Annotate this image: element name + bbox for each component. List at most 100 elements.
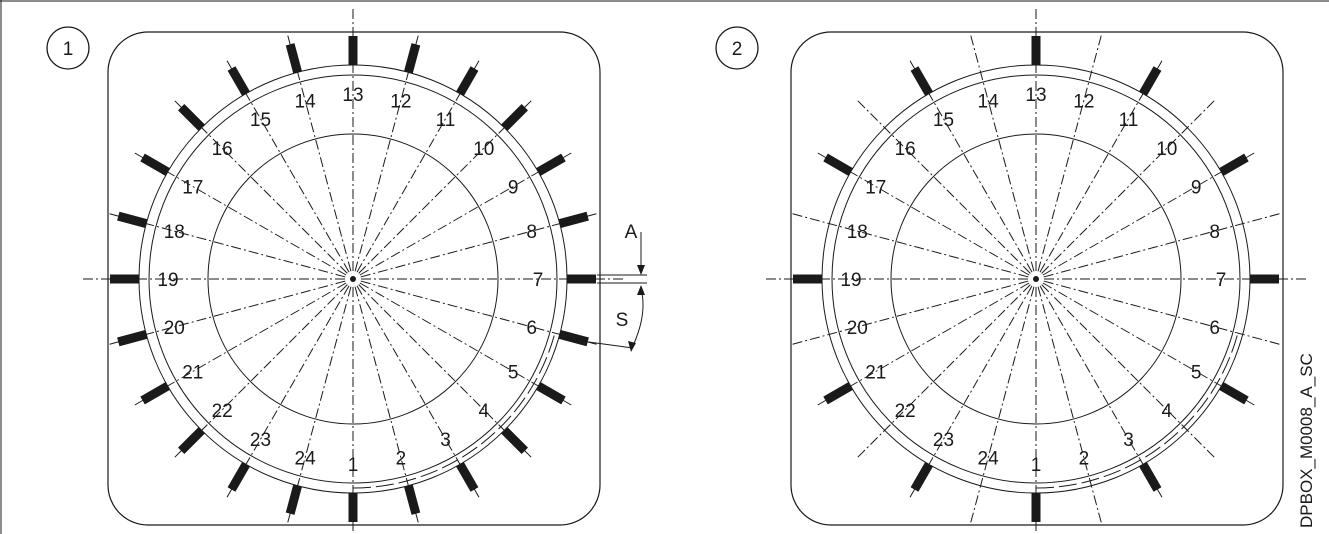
position-number-18: 18 xyxy=(847,222,868,243)
radial-line-18 xyxy=(106,212,346,278)
radial-line-20 xyxy=(106,280,346,346)
badge-label: 2 xyxy=(732,39,743,60)
radial-line-6 xyxy=(360,280,600,346)
radial-line-11 xyxy=(1039,57,1164,273)
position-number-4: 4 xyxy=(479,401,490,422)
radial-line-10 xyxy=(358,98,534,274)
radial-line-9 xyxy=(1042,151,1258,276)
position-number-15: 15 xyxy=(933,110,954,131)
position-number-12: 12 xyxy=(1073,91,1094,112)
position-number-3: 3 xyxy=(1123,430,1134,451)
position-number-10: 10 xyxy=(473,139,494,160)
panel-1-alignment-diagram: 11 23456789101112131415161718192021222324… xyxy=(46,9,647,534)
position-number-5: 5 xyxy=(1191,363,1202,384)
radial-line-10 xyxy=(1041,98,1217,274)
position-number-16: 16 xyxy=(895,139,916,160)
position-number-6: 6 xyxy=(1209,318,1220,339)
sensor-marker-20 xyxy=(117,330,148,347)
position-number-14: 14 xyxy=(295,91,317,112)
position-number-21: 21 xyxy=(182,363,203,384)
middle-circle xyxy=(148,74,558,484)
radial-line-9 xyxy=(359,151,575,276)
position-number-10: 10 xyxy=(1156,139,1177,160)
position-number-17: 17 xyxy=(182,178,203,199)
position-number-12: 12 xyxy=(390,91,411,112)
radial-line-17 xyxy=(131,151,347,276)
dimension-a-arrowhead xyxy=(637,265,645,275)
radial-line-23 xyxy=(908,285,1033,501)
radial-line-5 xyxy=(1042,282,1258,407)
position-number-16: 16 xyxy=(212,139,233,160)
radial-line-2 xyxy=(354,286,420,526)
radial-line-4 xyxy=(358,284,534,460)
dashed-ring-segment xyxy=(352,332,556,489)
sensor-marker-15 xyxy=(910,66,933,96)
sensor-marker-21 xyxy=(140,382,170,405)
position-number-1: 1 xyxy=(348,455,359,476)
position-number-22: 22 xyxy=(212,401,233,422)
position-number-15: 15 xyxy=(250,110,271,131)
radial-line-14 xyxy=(969,32,1035,272)
position-number-19: 19 xyxy=(840,270,861,291)
radial-line-20 xyxy=(789,280,1029,346)
radial-line-11 xyxy=(356,57,481,273)
sensor-marker-10 xyxy=(501,103,529,131)
sensor-marker-8 xyxy=(558,211,589,228)
sensor-marker-6 xyxy=(558,330,589,347)
radial-line-8 xyxy=(360,212,600,278)
position-number-11: 11 xyxy=(436,110,456,131)
radial-line-15 xyxy=(225,57,350,273)
radial-line-6 xyxy=(1043,280,1283,346)
position-number-24: 24 xyxy=(295,449,317,470)
sensor-marker-23 xyxy=(227,462,250,492)
position-number-23: 23 xyxy=(933,430,954,451)
dimension-a-label: A xyxy=(625,222,638,243)
inner-circle xyxy=(890,133,1182,425)
position-number-2: 2 xyxy=(396,449,407,470)
position-number-13: 13 xyxy=(342,85,363,106)
dimension-s-ext xyxy=(587,341,634,349)
position-number-19: 19 xyxy=(157,270,178,291)
position-number-8: 8 xyxy=(526,222,537,243)
dimension-s-arrowhead-top xyxy=(637,285,645,295)
sensor-marker-22 xyxy=(177,427,205,455)
radial-line-14 xyxy=(286,32,352,272)
radial-line-8 xyxy=(1043,212,1283,278)
sensor-marker-9 xyxy=(536,153,566,176)
sensor-marker-11 xyxy=(1139,66,1162,96)
badge-circle xyxy=(715,26,759,70)
inner-circle xyxy=(207,133,499,425)
position-number-4: 4 xyxy=(1162,401,1173,422)
radial-line-2 xyxy=(1037,286,1103,526)
position-number-7: 7 xyxy=(533,270,544,291)
position-number-2: 2 xyxy=(1079,449,1090,470)
radial-line-24 xyxy=(286,286,352,526)
radial-line-21 xyxy=(131,282,347,407)
radial-line-21 xyxy=(814,282,1030,407)
position-number-20: 20 xyxy=(847,318,868,339)
dimension-s-arrowhead-bottom xyxy=(628,341,636,352)
position-number-9: 9 xyxy=(508,178,519,199)
sensor-marker-17 xyxy=(140,153,170,176)
sensor-marker-9 xyxy=(1219,153,1249,176)
radial-line-4 xyxy=(1041,284,1217,460)
badge-label: 1 xyxy=(63,39,74,60)
radial-line-12 xyxy=(1037,32,1103,272)
position-number-8: 8 xyxy=(1209,222,1220,243)
position-number-1: 1 xyxy=(1031,455,1042,476)
position-number-22: 22 xyxy=(895,401,916,422)
sensor-marker-5 xyxy=(536,382,566,405)
sensor-marker-11 xyxy=(456,66,479,96)
position-number-18: 18 xyxy=(164,222,185,243)
sensor-marker-15 xyxy=(227,66,250,96)
dashed-ring-segment xyxy=(1035,332,1239,489)
sensor-marker-16 xyxy=(177,103,205,131)
sensor-marker-3 xyxy=(456,462,479,492)
radial-line-23 xyxy=(225,285,350,501)
radial-line-3 xyxy=(1039,285,1164,501)
sensor-marker-4 xyxy=(501,427,529,455)
sensor-marker-17 xyxy=(823,153,853,176)
radial-line-22 xyxy=(172,284,348,460)
